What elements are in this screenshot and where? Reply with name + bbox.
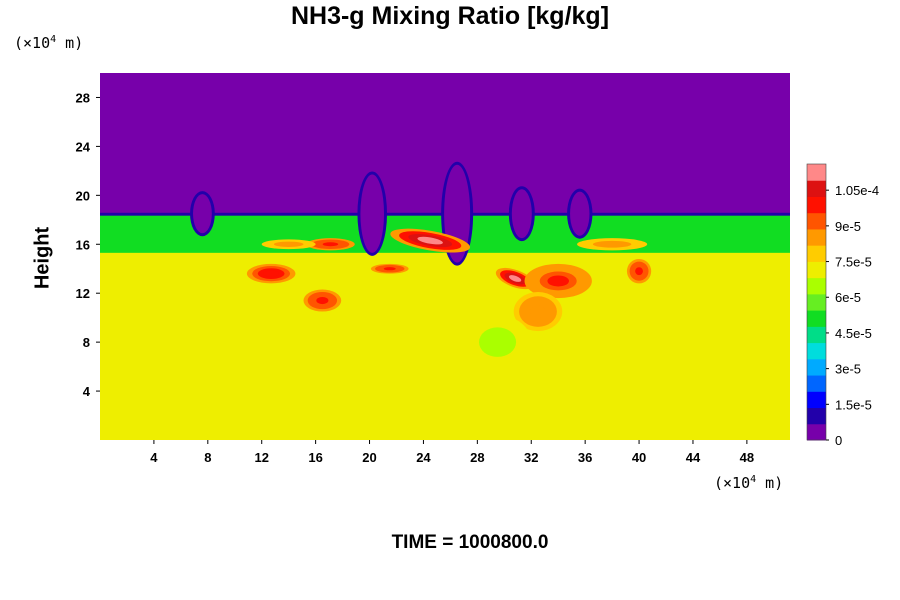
- plume-contour: [316, 297, 329, 305]
- x-tick-label: 20: [362, 450, 376, 465]
- colorbar-segment: [807, 228, 826, 246]
- plume: [626, 258, 652, 284]
- colorbar-segment: [807, 342, 826, 360]
- colorbar-segment: [807, 293, 826, 311]
- plume: [370, 263, 409, 274]
- plume-contour: [530, 305, 546, 318]
- chart-title: NH3-g Mixing Ratio [kg/kg]: [290, 2, 610, 30]
- plume-contour: [280, 242, 298, 246]
- tropopause-dip: [360, 174, 385, 253]
- plume-contour: [508, 275, 522, 282]
- plume-contour: [417, 236, 443, 245]
- colorbar-segment: [807, 164, 826, 181]
- colorbar-segment: [807, 277, 826, 295]
- colorbar-tick-label: 1.5e-5: [835, 397, 872, 412]
- colorbar-tick-label: 7.5e-5: [835, 255, 872, 270]
- plume: [577, 238, 648, 251]
- colorbar-segment: [807, 375, 826, 392]
- y-tick-label: 20: [76, 188, 90, 203]
- x-tick-label: 24: [416, 450, 431, 465]
- colorbar-tick-label: 6e-5: [835, 290, 861, 305]
- x-tick-label: 36: [578, 450, 592, 465]
- y-tick-label: 28: [76, 90, 90, 105]
- colorbar-frame: [806, 163, 827, 441]
- x-axis-unit: (×104 m): [714, 474, 784, 492]
- colorbar-segment: [807, 310, 826, 327]
- plume-contour: [263, 270, 279, 277]
- plume: [513, 291, 563, 332]
- x-tick-label: 12: [254, 450, 268, 465]
- colorbar-segment: [807, 326, 826, 344]
- y-tick-label: 16: [76, 237, 90, 252]
- time-label: TIME = 1000800.0: [391, 532, 549, 553]
- colorbar-segment: [807, 407, 826, 425]
- colorbar: 0 1.5e-5 3e-5 4.5e-5 6e-5 7.5e-5 9e-5 1.05e-4: [806, 163, 879, 448]
- x-tick-label: 32: [524, 450, 538, 465]
- plume: [524, 263, 592, 299]
- y-axis-unit: (×104 m): [14, 34, 84, 52]
- mixing-ratio-field: [100, 161, 790, 440]
- plume: [303, 289, 342, 312]
- colorbar-segment: [807, 196, 826, 214]
- colorbar-tick-label: 0: [835, 433, 842, 448]
- y-tick-label: 8: [83, 335, 90, 350]
- colorbar-segment: [807, 423, 826, 441]
- y-axis-ticks: 4 8 12 16 20 24 28: [76, 90, 100, 399]
- x-tick-label: 28: [470, 450, 484, 465]
- x-tick-label: 40: [632, 450, 646, 465]
- x-tick-label: 8: [204, 450, 211, 465]
- plume-contour: [547, 275, 569, 287]
- x-tick-label: 4: [150, 450, 158, 465]
- colorbar-tick-label: 3e-5: [835, 362, 861, 377]
- colorbar-tick-label: 4.5e-5: [835, 326, 872, 341]
- colorbar-segment: [807, 245, 826, 262]
- plume: [306, 238, 355, 251]
- x-tick-label: 16: [308, 450, 322, 465]
- colorbar-segment: [807, 391, 826, 409]
- colorbar-tick-label: 1.05e-4: [835, 183, 879, 198]
- colorbar-segment: [807, 261, 826, 279]
- plume: [261, 239, 316, 250]
- colorbar-segment: [807, 358, 826, 376]
- x-tick-label: 44: [686, 450, 701, 465]
- tropopause-dip: [193, 194, 212, 234]
- y-tick-label: 12: [76, 286, 90, 301]
- plume-contour: [486, 333, 509, 351]
- y-tick-label: 4: [83, 384, 91, 399]
- plume-contour: [383, 267, 396, 271]
- y-tick-label: 24: [76, 139, 91, 154]
- tropopause-dip: [511, 189, 532, 239]
- plume: [463, 315, 532, 370]
- x-tick-label: 48: [740, 450, 754, 465]
- colorbar-segment: [807, 180, 826, 197]
- plume: [390, 228, 471, 253]
- colorbar-segment: [807, 212, 826, 230]
- plume: [495, 267, 535, 290]
- tropopause-dip: [570, 191, 590, 236]
- colorbar-tick-label: 9e-5: [835, 219, 861, 234]
- plume-contour: [635, 267, 643, 276]
- plume: [246, 263, 296, 284]
- x-axis-ticks: 4 8 12 16 20 24 28 32 36 40 44 48: [150, 440, 754, 465]
- plume-contour: [600, 242, 624, 247]
- plume-contour: [322, 242, 339, 247]
